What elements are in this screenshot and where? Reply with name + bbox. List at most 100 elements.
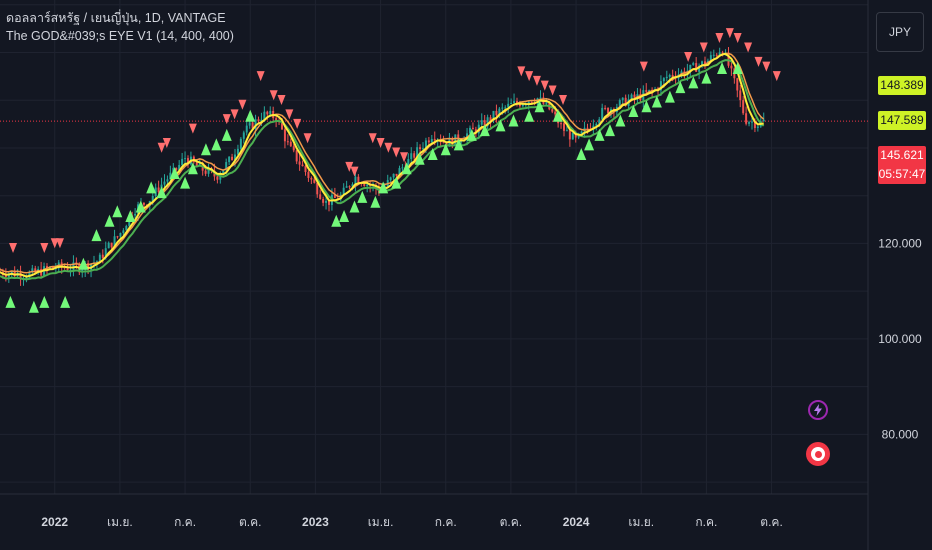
- candle-body: [510, 102, 513, 104]
- candle-body: [498, 108, 501, 116]
- price-tick-label: 120.000: [878, 236, 922, 250]
- candle-body: [10, 271, 13, 274]
- buy-marker: [156, 186, 167, 199]
- candle-body: [413, 153, 416, 158]
- candle-body: [521, 104, 524, 107]
- buy-marker: [39, 295, 50, 308]
- target-icon[interactable]: [806, 442, 830, 466]
- candle-body: [19, 272, 22, 279]
- time-tick-label: เม.ย.: [107, 515, 133, 529]
- upper-price-tag: 148.389: [878, 76, 926, 95]
- candles: [0, 47, 765, 286]
- candle-body: [301, 164, 304, 167]
- sell-marker: [55, 238, 64, 249]
- candle-body: [219, 174, 222, 180]
- price-tick-label: 80.000: [882, 427, 919, 441]
- candle-body: [363, 184, 366, 187]
- time-tick-label: ต.ค.: [760, 515, 783, 529]
- currency-button[interactable]: JPY: [876, 12, 924, 52]
- buy-marker: [401, 162, 412, 175]
- candle-body: [748, 122, 751, 124]
- candle-body: [633, 94, 636, 98]
- lightning-icon[interactable]: [808, 400, 828, 420]
- candle-body: [154, 187, 157, 197]
- buy-marker: [169, 167, 180, 180]
- candle-body: [750, 121, 753, 123]
- candle-body: [166, 179, 169, 182]
- buy-marker: [112, 205, 123, 218]
- sell-marker: [384, 142, 393, 153]
- buy-marker: [688, 76, 699, 89]
- last-price-tag: 145.621: [878, 146, 926, 165]
- candle-body: [756, 126, 759, 128]
- target-dot: [814, 450, 822, 458]
- time-tick-label: เม.ย.: [628, 515, 654, 529]
- candle-body: [228, 156, 231, 163]
- buy-marker: [125, 210, 136, 223]
- candle-body: [236, 148, 239, 155]
- candle-body: [280, 120, 283, 130]
- candle-body: [110, 242, 113, 248]
- time-axis[interactable]: 2022 เม.ย. ก.ค. ต.ค. 2023 เม.ย. ก.ค. ต.ค. 2024 เม…: [41, 515, 782, 529]
- buy-marker: [495, 119, 506, 132]
- candle-body: [104, 248, 107, 259]
- candle-body: [416, 147, 419, 158]
- candle-body: [69, 269, 72, 271]
- candle-body: [709, 55, 712, 61]
- buy-marker: [508, 114, 519, 127]
- buy-signals: [5, 62, 743, 313]
- sell-marker: [715, 32, 724, 43]
- candle-body: [66, 267, 69, 271]
- candle-body: [527, 101, 530, 105]
- sell-marker: [269, 90, 278, 101]
- candle-body: [322, 199, 325, 203]
- candle-body: [63, 267, 66, 269]
- candle-body: [645, 90, 648, 92]
- sell-marker: [376, 137, 385, 148]
- candle-body: [310, 177, 313, 180]
- candle-body: [333, 194, 336, 198]
- sell-marker: [222, 114, 231, 125]
- indicator-legend[interactable]: The GOD&#039;s EYE V1 (14, 400, 400): [6, 29, 234, 43]
- sell-marker: [9, 242, 18, 253]
- time-tick-label: ก.ค.: [695, 515, 717, 529]
- buy-marker: [245, 109, 256, 122]
- price-axis[interactable]: 120.000 100.000 80.000: [878, 236, 922, 441]
- time-tick-label: ก.ค.: [174, 515, 196, 529]
- buy-marker: [370, 195, 381, 208]
- candle-body: [184, 158, 187, 160]
- candle-body: [151, 196, 154, 202]
- candle-body: [113, 236, 116, 248]
- buy-marker: [104, 214, 115, 227]
- candle-body: [163, 181, 166, 185]
- symbol-legend[interactable]: ดอลลาร์สหรัฐ / เยนญี่ปุ่น, 1D, VANTAGE: [6, 11, 226, 25]
- candle-body: [407, 159, 410, 170]
- candle-body: [718, 52, 721, 56]
- buy-marker: [701, 71, 712, 84]
- candle-body: [327, 200, 330, 205]
- sell-marker: [639, 61, 648, 72]
- sell-marker: [392, 147, 401, 158]
- candle-body: [260, 119, 263, 122]
- candle-body: [345, 186, 348, 188]
- sell-marker: [699, 42, 708, 53]
- candle-body: [607, 108, 610, 114]
- candle-body: [562, 123, 565, 131]
- buy-marker: [78, 257, 89, 270]
- candle-body: [316, 182, 319, 195]
- buy-marker: [453, 138, 464, 151]
- candle-body: [248, 122, 251, 126]
- candle-body: [134, 213, 137, 216]
- candle-body: [257, 119, 260, 122]
- candle-body: [601, 107, 604, 120]
- ma-orange-line: [0, 52, 765, 274]
- sell-marker: [40, 242, 49, 253]
- candle-body: [430, 138, 433, 143]
- buy-marker: [211, 138, 222, 151]
- candle-body: [389, 177, 392, 181]
- sell-marker: [345, 161, 354, 172]
- candle-body: [671, 75, 674, 78]
- candle-body: [419, 147, 422, 150]
- candle-body: [530, 101, 533, 103]
